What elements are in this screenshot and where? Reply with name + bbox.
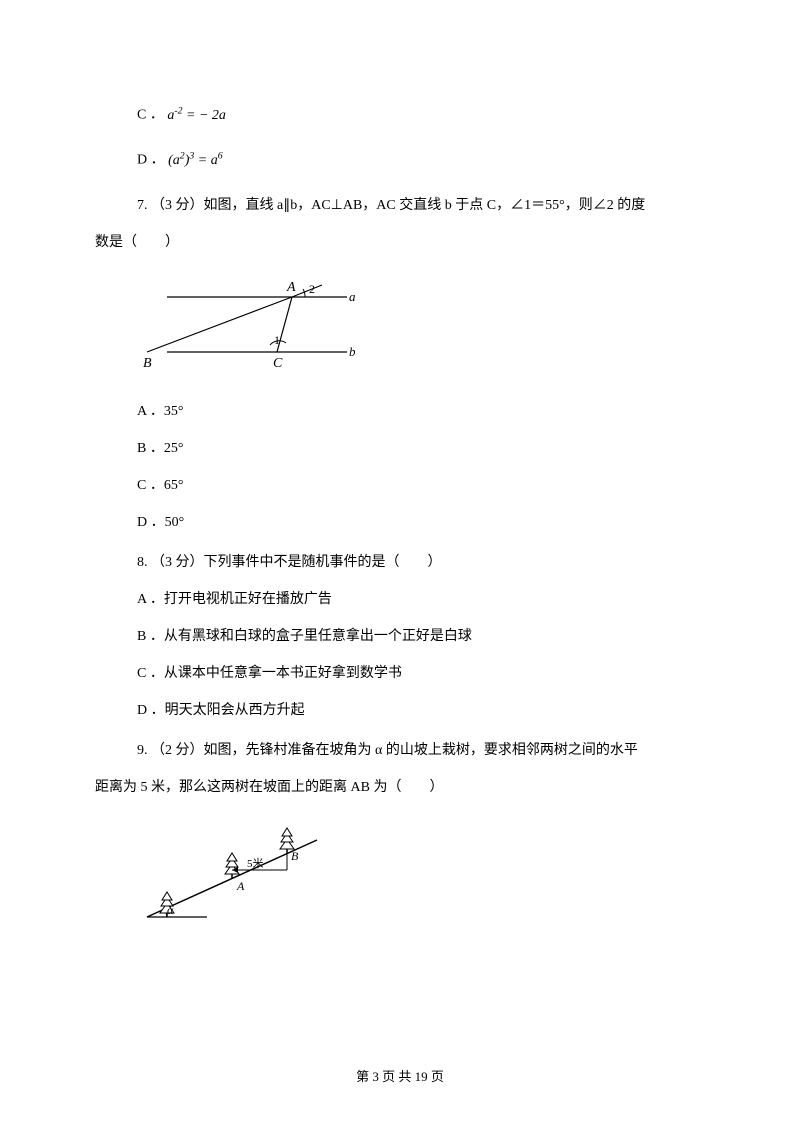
q8-option-d: D ．明天太阳会从西方升起 (95, 696, 705, 727)
svg-text:C: C (273, 356, 283, 371)
q6-optd-prefix: D ． (137, 153, 165, 168)
svg-text:B: B (143, 356, 152, 371)
q9-figure: 5米 A B α (95, 812, 705, 945)
svg-text:1: 1 (274, 333, 280, 347)
svg-text:A: A (286, 280, 296, 295)
q7-option-c: C ．65° (95, 471, 705, 502)
q7-stem-line1: 7. （3 分）如图，直线 a∥b，AC⊥AB，AC 交直线 b 于点 C，∠1… (95, 191, 705, 222)
svg-text:2: 2 (309, 282, 315, 296)
svg-text:α: α (167, 903, 174, 917)
q6-optc-prefix: C ． (137, 108, 164, 123)
q7-option-a: A ．35° (95, 397, 705, 428)
svg-text:B: B (291, 849, 299, 863)
q7-option-d: D ．50° (95, 508, 705, 539)
svg-text:a: a (349, 289, 356, 304)
q8-option-b: B ．从有黑球和白球的盒子里任意拿出一个正好是白球 (95, 622, 705, 653)
q9-figure-svg: 5米 A B α (137, 812, 337, 932)
svg-text:A: A (236, 879, 245, 893)
q6-optd-formula: (a2)3 = a6 (168, 153, 223, 168)
q9-stem-line1: 9. （2 分）如图，先锋村准备在坡角为 α 的山坡上栽树，要求相邻两树之间的水… (95, 736, 705, 767)
q6-option-d: D ． (a2)3 = a6 (95, 145, 705, 176)
q8-option-c: C ．从课本中任意拿一本书正好拿到数学书 (95, 659, 705, 690)
q6-option-c: C ． a-2 = − 2a (95, 100, 705, 131)
svg-text:b: b (349, 344, 356, 359)
q7-figure: A B C a b 1 2 (95, 267, 705, 390)
q7-stem-line2: 数是（ ） (95, 228, 705, 259)
q8-option-a: A ．打开电视机正好在播放广告 (95, 585, 705, 616)
q7-figure-svg: A B C a b 1 2 (137, 267, 357, 377)
svg-text:5米: 5米 (247, 857, 264, 870)
q9-stem-line2: 距离为 5 米，那么这两树在坡面上的距离 AB 为（ ） (95, 773, 705, 804)
q8-stem: 8. （3 分）下列事件中不是随机事件的是（ ） (95, 548, 705, 579)
page-footer: 第 3 页 共 19 页 (0, 1063, 800, 1092)
q7-option-b: B ．25° (95, 434, 705, 465)
q6-optc-formula: a-2 = − 2a (167, 108, 226, 123)
